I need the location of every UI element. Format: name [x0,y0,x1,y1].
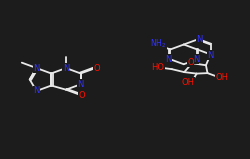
Text: NH$_2$: NH$_2$ [150,37,166,50]
Text: N: N [33,86,40,95]
Text: HO: HO [152,63,164,72]
Text: N: N [196,35,202,44]
Text: N: N [33,64,40,73]
Text: N: N [193,55,199,64]
Text: O: O [188,58,194,67]
Text: O: O [79,91,85,100]
Text: OH: OH [182,78,195,87]
Text: N: N [165,55,172,64]
Text: OH: OH [215,73,228,82]
Text: N: N [63,64,69,73]
Text: N: N [208,51,214,60]
Text: O: O [93,64,100,73]
Text: N: N [78,80,84,89]
